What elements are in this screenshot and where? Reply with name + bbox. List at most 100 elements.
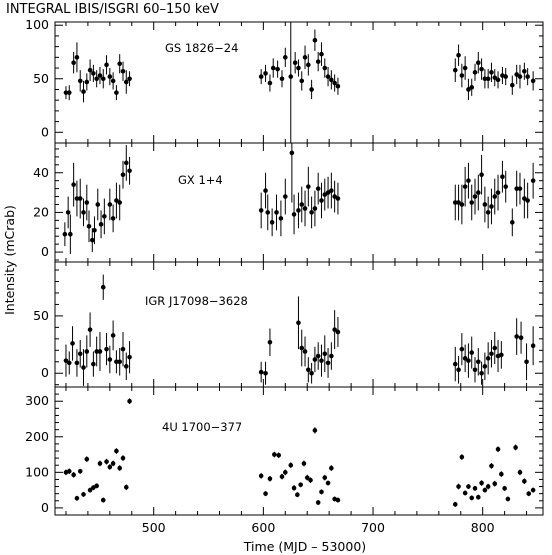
- data-point: [469, 495, 475, 501]
- data-point: [312, 37, 318, 43]
- data-point: [482, 364, 488, 369]
- data-point: [489, 351, 494, 357]
- y-tick-label: 0: [41, 500, 49, 515]
- data-point: [74, 196, 80, 201]
- data-point: [466, 358, 471, 363]
- data-point: [258, 369, 264, 375]
- data-point: [302, 55, 308, 60]
- data-point: [329, 465, 334, 471]
- x-tick-label: 600: [251, 520, 275, 535]
- data-point: [296, 208, 301, 213]
- data-point: [315, 353, 321, 359]
- data-point: [117, 465, 123, 471]
- data-point: [269, 220, 275, 225]
- y-tick-label: 40: [33, 165, 49, 180]
- data-point: [267, 339, 273, 345]
- data-point: [518, 335, 524, 340]
- data-point: [495, 446, 501, 452]
- panel-label: IGR J17098−3628: [145, 294, 248, 308]
- data-point: [86, 224, 92, 229]
- data-point: [462, 490, 468, 496]
- panel-label: 4U 1700−377: [162, 420, 242, 434]
- data-point: [87, 327, 93, 332]
- data-point: [302, 349, 308, 354]
- data-point: [459, 454, 465, 460]
- data-point: [462, 65, 468, 71]
- data-point: [77, 196, 83, 201]
- data-point: [120, 455, 126, 461]
- data-point: [492, 75, 498, 80]
- panel-2: 0 20 40 GX 1+4: [33, 142, 544, 263]
- panel-label: GX 1+4: [178, 173, 223, 187]
- data-point: [312, 206, 318, 211]
- data-point: [95, 202, 101, 207]
- data-point: [87, 67, 93, 73]
- data-point: [475, 494, 481, 500]
- figure-title: INTEGRAL IBIS/ISGRI 60–150 keV: [6, 2, 219, 17]
- data-point: [492, 194, 498, 199]
- data-point: [295, 492, 300, 498]
- data-point: [120, 346, 126, 352]
- data-point: [270, 65, 276, 71]
- data-point: [479, 172, 484, 178]
- data-point: [332, 80, 337, 86]
- panel-label: GS 1826−24: [165, 41, 238, 55]
- data-point: [309, 210, 314, 215]
- data-point: [319, 489, 324, 495]
- data-point: [462, 184, 468, 189]
- data-point: [288, 74, 294, 79]
- data-point: [469, 200, 475, 205]
- y-tick-label: 200: [25, 429, 49, 444]
- y-tick-label: 0: [41, 244, 49, 259]
- data-point: [503, 74, 509, 79]
- data-point: [84, 349, 90, 354]
- y-tick-label: 50: [33, 308, 49, 323]
- data-point: [71, 472, 76, 478]
- data-point: [71, 60, 76, 65]
- data-point: [500, 174, 505, 180]
- data-point: [312, 428, 318, 433]
- data-point: [489, 463, 494, 469]
- data-point: [329, 77, 334, 83]
- data-point: [522, 68, 527, 74]
- data-point: [315, 186, 321, 191]
- data-point: [456, 484, 461, 489]
- data-point: [77, 351, 83, 357]
- data-point: [66, 468, 72, 474]
- data-point: [482, 202, 488, 207]
- data-point: [479, 66, 484, 72]
- data-point: [110, 333, 116, 338]
- data-point: [87, 487, 93, 493]
- data-point: [456, 367, 461, 373]
- data-point: [84, 79, 90, 85]
- data-point: [68, 231, 73, 237]
- data-point: [91, 71, 96, 76]
- panel-1: 0 50 100 GS 1826−24: [25, 17, 544, 144]
- data-point: [466, 87, 471, 92]
- data-point: [74, 360, 80, 366]
- data-point: [472, 367, 478, 373]
- data-point: [525, 198, 530, 203]
- data-point: [452, 361, 458, 367]
- data-point: [274, 210, 279, 215]
- data-point: [94, 76, 99, 82]
- x-tick-label: 700: [361, 520, 385, 535]
- data-point: [322, 351, 328, 357]
- data-point: [335, 83, 341, 89]
- data-point: [319, 358, 324, 363]
- data-point: [492, 481, 498, 487]
- data-point: [499, 352, 504, 358]
- data-point: [107, 74, 113, 79]
- data-point: [485, 76, 491, 82]
- data-point: [309, 370, 314, 376]
- data-point: [104, 62, 109, 68]
- x-tick-label: 800: [471, 520, 495, 535]
- data-point: [282, 194, 288, 199]
- data-point: [288, 462, 294, 468]
- data-point: [114, 90, 119, 95]
- data-point: [258, 74, 264, 79]
- data-point: [278, 216, 284, 221]
- data-point: [296, 65, 301, 71]
- x-axis-label: Time (MJD – 53000): [243, 539, 366, 554]
- data-point: [479, 480, 484, 486]
